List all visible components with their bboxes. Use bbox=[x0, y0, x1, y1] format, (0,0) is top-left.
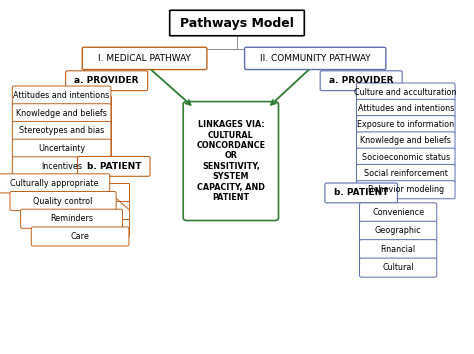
FancyBboxPatch shape bbox=[325, 183, 397, 203]
FancyBboxPatch shape bbox=[0, 174, 110, 193]
Text: Stereotypes and bias: Stereotypes and bias bbox=[19, 126, 104, 136]
Text: Socioeconomic status: Socioeconomic status bbox=[362, 153, 450, 162]
Text: Financial: Financial bbox=[381, 245, 416, 254]
Text: b. PATIENT: b. PATIENT bbox=[87, 162, 141, 171]
FancyBboxPatch shape bbox=[356, 83, 455, 101]
Text: Uncertainty: Uncertainty bbox=[38, 144, 85, 153]
FancyBboxPatch shape bbox=[359, 203, 437, 222]
FancyBboxPatch shape bbox=[245, 47, 386, 69]
FancyBboxPatch shape bbox=[183, 102, 278, 221]
FancyBboxPatch shape bbox=[77, 156, 150, 176]
Text: Attitudes and intentions: Attitudes and intentions bbox=[13, 91, 110, 100]
Text: Culturally appropriate: Culturally appropriate bbox=[10, 179, 99, 188]
Text: Culture and acculturation: Culture and acculturation bbox=[355, 87, 457, 97]
Text: a. PROVIDER: a. PROVIDER bbox=[74, 76, 139, 85]
FancyBboxPatch shape bbox=[12, 104, 111, 123]
Text: Reminders: Reminders bbox=[50, 214, 93, 223]
Text: I. MEDICAL PATHWAY: I. MEDICAL PATHWAY bbox=[98, 54, 191, 63]
Text: Knowledge and beliefs: Knowledge and beliefs bbox=[16, 109, 107, 118]
FancyBboxPatch shape bbox=[359, 258, 437, 277]
Text: Behavior modeling: Behavior modeling bbox=[368, 185, 444, 194]
FancyBboxPatch shape bbox=[356, 115, 455, 133]
FancyBboxPatch shape bbox=[12, 139, 111, 158]
FancyBboxPatch shape bbox=[12, 86, 111, 105]
FancyBboxPatch shape bbox=[12, 157, 111, 176]
Text: Quality control: Quality control bbox=[33, 196, 93, 206]
Text: Incentives: Incentives bbox=[41, 162, 82, 171]
FancyBboxPatch shape bbox=[356, 132, 455, 150]
FancyBboxPatch shape bbox=[82, 47, 207, 69]
Text: Cultural: Cultural bbox=[383, 263, 414, 272]
Text: Pathways Model: Pathways Model bbox=[180, 17, 294, 29]
FancyBboxPatch shape bbox=[320, 71, 402, 91]
FancyBboxPatch shape bbox=[356, 181, 455, 199]
Text: II. COMMUNITY PATHWAY: II. COMMUNITY PATHWAY bbox=[260, 54, 371, 63]
FancyBboxPatch shape bbox=[356, 164, 455, 183]
FancyBboxPatch shape bbox=[359, 240, 437, 259]
Text: Convenience: Convenience bbox=[372, 208, 424, 217]
FancyBboxPatch shape bbox=[10, 192, 116, 211]
Text: Knowledge and beliefs: Knowledge and beliefs bbox=[360, 136, 451, 145]
Text: b. PATIENT: b. PATIENT bbox=[334, 188, 388, 198]
Text: Care: Care bbox=[71, 232, 90, 241]
Text: LINKAGES VIA:
CULTURAL
CONCORDANCE
OR
SENSITIVITY,
SYSTEM
CAPACITY, AND
PATIENT: LINKAGES VIA: CULTURAL CONCORDANCE OR SE… bbox=[196, 120, 265, 202]
Text: a. PROVIDER: a. PROVIDER bbox=[329, 76, 393, 85]
FancyBboxPatch shape bbox=[65, 71, 148, 91]
FancyBboxPatch shape bbox=[356, 148, 455, 166]
Text: Social reinforcement: Social reinforcement bbox=[364, 169, 447, 178]
FancyBboxPatch shape bbox=[12, 121, 111, 141]
FancyBboxPatch shape bbox=[20, 209, 122, 228]
Text: Exposure to information: Exposure to information bbox=[357, 120, 454, 129]
FancyBboxPatch shape bbox=[359, 221, 437, 240]
FancyBboxPatch shape bbox=[170, 10, 304, 36]
Text: Geographic: Geographic bbox=[375, 226, 421, 235]
FancyBboxPatch shape bbox=[356, 99, 455, 118]
Text: Attitudes and intentions: Attitudes and intentions bbox=[357, 104, 454, 113]
FancyBboxPatch shape bbox=[31, 227, 129, 246]
